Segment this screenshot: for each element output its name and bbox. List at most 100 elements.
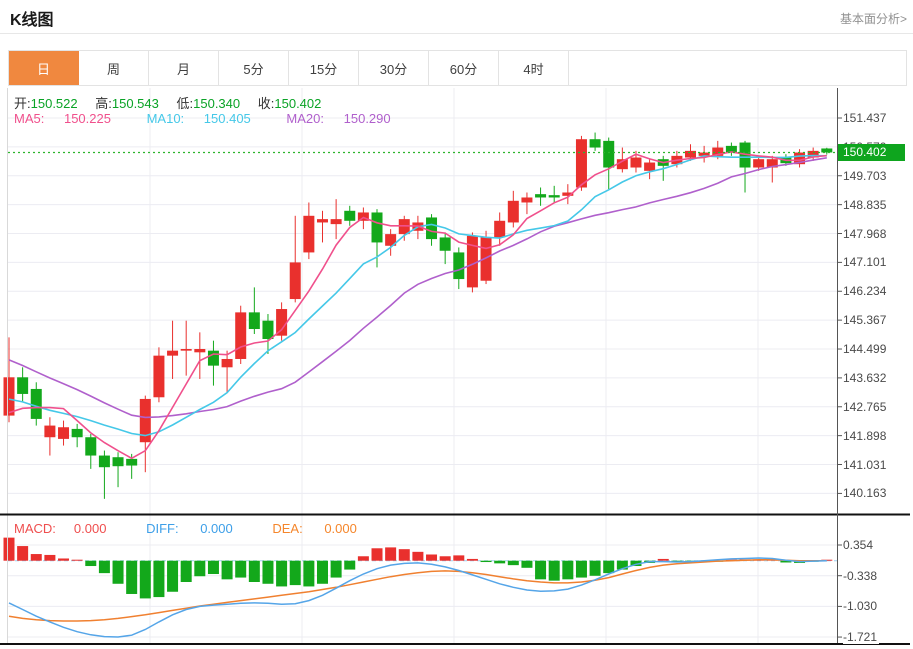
candle-up <box>562 192 574 196</box>
candle-down <box>725 145 737 153</box>
macd-hist-bar <box>357 556 369 561</box>
macd-hist-bar <box>330 560 342 578</box>
candle-down <box>112 457 124 467</box>
candle-up <box>316 219 328 223</box>
macd-hist-bar <box>303 560 315 587</box>
macd-hist-bar <box>207 560 219 575</box>
macd-tick-label: -0.338 <box>843 568 880 583</box>
tab-日[interactable]: 日 <box>9 51 79 85</box>
candle-up <box>466 235 478 288</box>
price-tick-label: 143.632 <box>843 370 889 385</box>
candle-up <box>616 159 628 170</box>
macd-hist-bar <box>153 560 165 598</box>
macd-hist-bar <box>548 560 560 581</box>
macd-hist-bar <box>657 558 669 561</box>
price-tick-label: 140.163 <box>843 486 889 501</box>
candle-down <box>426 217 438 240</box>
candle-down <box>535 194 547 198</box>
macd-tick-label: 0.354 <box>843 538 876 552</box>
macd-hist-bar <box>139 560 151 599</box>
ma10-line <box>8 154 827 437</box>
price-tick-label: 148.835 <box>843 197 889 212</box>
macd-hist-bar <box>575 560 587 578</box>
macd-hist-bar <box>385 547 397 561</box>
tab-月[interactable]: 月 <box>149 51 219 85</box>
candle-up <box>766 159 778 168</box>
open-label: 开: <box>14 96 31 111</box>
macd-hist-bar <box>521 560 533 568</box>
price-tick-label: 145.367 <box>843 313 889 328</box>
macd-hist-bar <box>603 560 615 574</box>
candle-up <box>794 152 806 165</box>
price-tick-label: 147.968 <box>843 226 889 241</box>
candle-down <box>30 388 42 419</box>
candle-up <box>194 348 206 353</box>
candle-up <box>167 350 179 356</box>
macd-hist-bar <box>112 560 124 584</box>
candle-down <box>371 212 383 243</box>
macd-hist-bar <box>507 560 519 566</box>
tab-15分[interactable]: 15分 <box>289 51 359 85</box>
macd-hist-bar <box>453 555 465 561</box>
candle-up <box>58 427 70 439</box>
candle-up <box>235 312 247 359</box>
macd-hist-bar <box>248 560 260 582</box>
macd-hist-bar <box>17 546 29 561</box>
candle-up <box>698 152 710 156</box>
candle-down <box>85 437 97 456</box>
tab-60分[interactable]: 60分 <box>429 51 499 85</box>
macd-hist-bar <box>44 554 56 561</box>
macd-hist-bar <box>98 560 110 574</box>
macd-hist-bar <box>412 551 424 561</box>
diff-line <box>8 557 827 638</box>
candle-down <box>589 139 601 148</box>
candle-down <box>821 148 833 153</box>
price-tick-label: 144.499 <box>843 342 889 357</box>
candle-down <box>207 350 219 366</box>
candle-down <box>344 210 356 221</box>
timeframe-tabbar: 日周月 5分 15分 30分 60分 4时 <box>8 50 907 86</box>
macd-hist-bar <box>276 560 288 587</box>
candle-up <box>807 150 819 158</box>
macd-hist-bar <box>30 554 42 561</box>
price-tick-label: 149.703 <box>843 168 889 183</box>
ma-legend: MA5: 150.225 MA10: 150.405 MA20: 150.290 <box>14 111 423 126</box>
ohlc-readout: 开:150.522 高:150.543 低:150.340 收:150.402 <box>14 93 335 112</box>
macd-hist-bar <box>344 560 356 570</box>
macd-hist-bar <box>71 559 83 561</box>
tab-周[interactable]: 周 <box>79 51 149 85</box>
macd-hist-bar <box>3 537 15 561</box>
candle-down <box>603 140 615 168</box>
macd-hist-bar <box>262 560 274 584</box>
ma20-line <box>8 157 827 419</box>
macd-hist-bar <box>221 560 233 580</box>
candle-up <box>712 147 724 156</box>
macd-hist-bar <box>180 560 192 582</box>
macd-tick-label: -1.721 <box>843 630 880 645</box>
dea-line <box>8 559 827 622</box>
candle-down <box>126 458 138 466</box>
high-value: 150.543 <box>111 96 159 111</box>
tab-5分[interactable]: 5分 <box>219 51 289 85</box>
macd-hist-bar <box>235 560 247 578</box>
candle-up <box>3 377 15 416</box>
candle-up <box>685 150 696 158</box>
macd-hist-bar <box>480 560 492 563</box>
price-tick-label: 147.101 <box>843 255 889 270</box>
tab-30分[interactable]: 30分 <box>359 51 429 85</box>
tab-4时[interactable]: 4时 <box>499 51 569 85</box>
candle-up <box>398 219 410 235</box>
fundamental-analysis-link[interactable]: 基本面分析> <box>839 12 907 26</box>
macd-tick-label: -1.030 <box>843 599 880 614</box>
candle-up <box>330 219 342 225</box>
macd-hist-bar <box>126 560 138 594</box>
candle-up <box>521 197 533 203</box>
candle-up <box>507 200 519 223</box>
macd-hist-bar <box>780 560 792 563</box>
price-tick-label: 141.031 <box>843 457 889 472</box>
candle-up <box>630 157 642 168</box>
dea-value-legend: DEA: 0.000 <box>272 521 357 536</box>
macd-hist-bar <box>194 560 206 577</box>
